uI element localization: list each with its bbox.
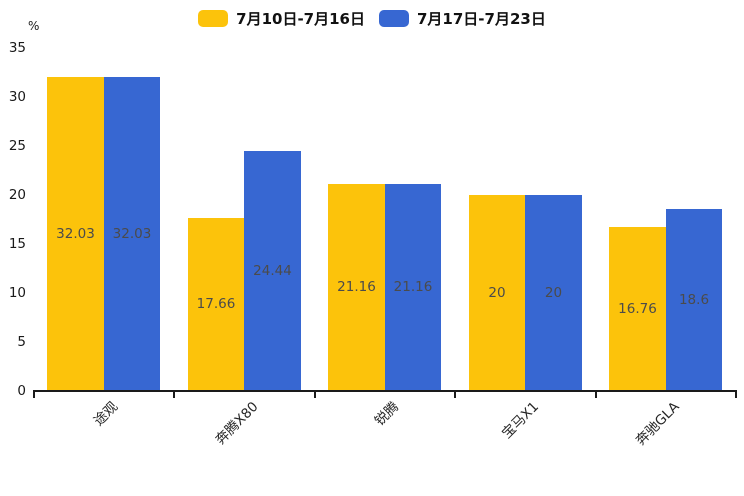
legend-label-week2: 7月17日-7月23日	[417, 10, 546, 28]
bar-value-label: 17.66	[196, 296, 236, 313]
legend-label-week1: 7月10日-7月16日	[236, 10, 365, 28]
bar-value-label: 32.03	[112, 226, 152, 243]
y-axis-tick-label: 35	[8, 40, 26, 56]
x-axis-category-label: 途观	[90, 398, 121, 430]
y-axis-tick-label: 10	[8, 285, 26, 301]
y-axis-tick-label: 25	[8, 138, 26, 154]
bar-week2-2[interactable]: 21.16	[384, 183, 442, 391]
bar-value-label: 21.16	[337, 279, 376, 296]
y-axis-tick-label: 15	[8, 236, 26, 252]
bar-week1-2[interactable]: 21.16	[328, 183, 385, 391]
legend-swatch-week1-icon	[198, 10, 229, 27]
bar-week2-1[interactable]: 24.44	[244, 151, 301, 391]
bar-week1-0[interactable]: 32.03	[47, 77, 104, 391]
bar-week1-1[interactable]: 17.66	[187, 217, 245, 391]
bar-week2-3[interactable]: 20	[525, 195, 582, 391]
x-axis-tick	[173, 391, 175, 398]
bar-value-label: 32.03	[56, 226, 95, 243]
x-axis-category-label: 奔驰GLA	[633, 398, 683, 449]
x-axis-category-label: 锐腾	[371, 398, 402, 430]
x-axis-category-label: 奔腾X80	[212, 398, 262, 448]
x-axis-category-label: 宝马X1	[499, 398, 543, 442]
y-axis-tick-label: 20	[8, 187, 26, 203]
bar-value-label: 20	[488, 285, 506, 301]
y-axis-unit-label: %	[28, 19, 40, 33]
x-axis-tick	[594, 391, 597, 398]
bar-week1-3[interactable]: 20	[468, 195, 526, 391]
legend: 7月10日-7月16日 7月17日-7月23日	[0, 8, 744, 29]
bar-value-label: 16.76	[618, 300, 657, 317]
legend-swatch-week2-icon	[379, 10, 409, 27]
x-axis-tick	[454, 391, 456, 398]
x-axis-tick	[735, 391, 737, 398]
y-axis-tick-label: 30	[8, 89, 26, 105]
y-axis-tick-label: 0	[17, 383, 26, 399]
legend-item-week2[interactable]: 7月17日-7月23日	[379, 8, 546, 29]
x-axis-tick	[32, 391, 35, 398]
bar-week1-4[interactable]: 16.76	[609, 226, 666, 391]
bar-value-label: 24.44	[253, 263, 292, 280]
bar-value-label: 21.16	[393, 279, 433, 296]
x-axis-tick	[313, 391, 316, 398]
y-axis-tick-label: 5	[17, 334, 26, 350]
bar-week2-4[interactable]: 18.6	[665, 208, 723, 391]
legend-item-week1[interactable]: 7月10日-7月16日	[198, 8, 365, 29]
bar-week2-0[interactable]: 32.03	[103, 77, 161, 391]
bar-value-label: 20	[544, 285, 563, 301]
bar-value-label: 18.6	[678, 291, 710, 308]
x-axis-line	[32, 389, 737, 392]
